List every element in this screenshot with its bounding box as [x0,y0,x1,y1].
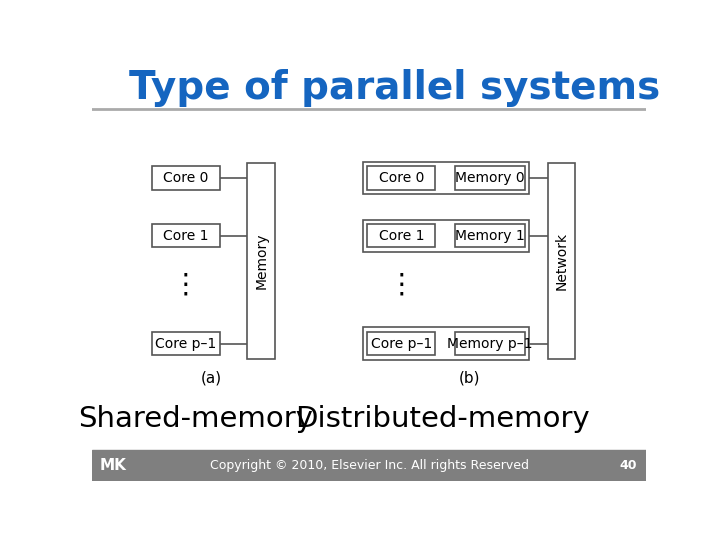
Text: Copyright © 2010, Elsevier Inc. All rights Reserved: Copyright © 2010, Elsevier Inc. All righ… [210,458,528,472]
Text: Memory 1: Memory 1 [455,229,525,243]
Text: Core 1: Core 1 [379,229,424,243]
Text: ⋮: ⋮ [387,270,415,298]
Bar [92,450,647,481]
Text: MK: MK [99,458,126,472]
Text: (a): (a) [201,370,222,386]
FancyBboxPatch shape [152,224,220,247]
Text: Memory p–1: Memory p–1 [447,336,533,350]
Text: Network: Network [554,232,569,290]
FancyBboxPatch shape [152,166,220,190]
FancyBboxPatch shape [363,327,529,360]
Text: Core p–1: Core p–1 [155,336,217,350]
Text: Core 0: Core 0 [163,171,208,185]
Text: Core 1: Core 1 [163,229,209,243]
Text: Shared-memory: Shared-memory [78,405,313,433]
Text: 40: 40 [620,458,637,472]
Text: Distributed-memory: Distributed-memory [294,405,590,433]
FancyBboxPatch shape [248,163,275,359]
FancyBboxPatch shape [455,224,525,247]
FancyBboxPatch shape [367,166,435,190]
Text: Core p–1: Core p–1 [371,336,432,350]
FancyBboxPatch shape [455,332,525,355]
FancyBboxPatch shape [363,220,529,252]
FancyBboxPatch shape [367,332,435,355]
FancyBboxPatch shape [548,163,575,359]
FancyBboxPatch shape [367,224,435,247]
FancyBboxPatch shape [152,332,220,355]
Text: ⋮: ⋮ [172,270,199,298]
Text: Memory: Memory [254,233,268,289]
Text: Core 0: Core 0 [379,171,424,185]
Text: (b): (b) [459,370,480,386]
Text: Memory 0: Memory 0 [455,171,525,185]
FancyBboxPatch shape [363,162,529,194]
Text: Type of parallel systems: Type of parallel systems [129,69,660,107]
FancyBboxPatch shape [455,166,525,190]
